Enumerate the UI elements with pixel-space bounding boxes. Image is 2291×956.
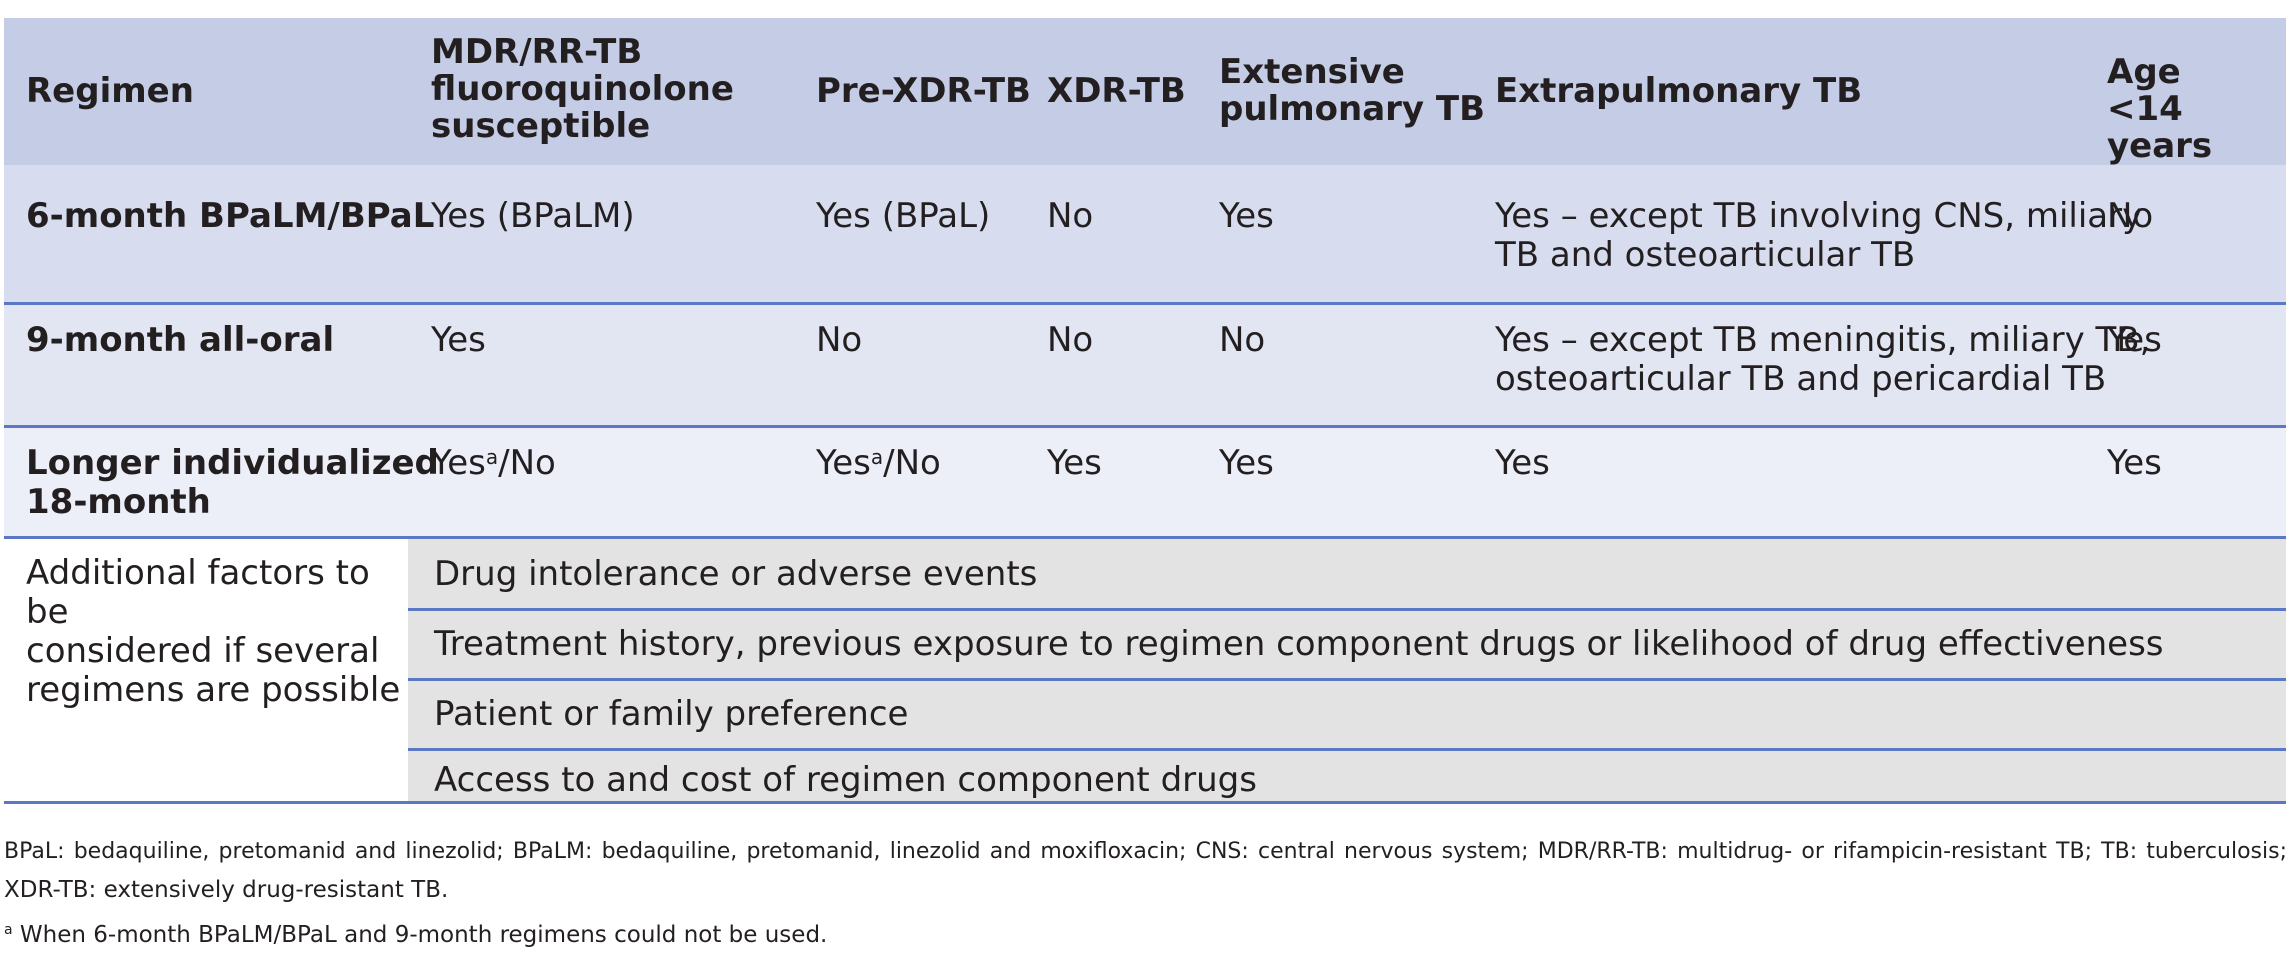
cell-line: osteoarticular TB and pericardial TB [1495, 359, 2107, 399]
cell-mdr: Yes [431, 320, 486, 360]
cell-extrapulmonary: Yes [1495, 443, 1550, 483]
row-divider [4, 425, 2286, 428]
header-age-line: <14 years [2107, 89, 2213, 166]
table-header: Regimen MDR/RR-TB fluoroquinolone suscep… [4, 18, 2286, 165]
header-mdr: MDR/RR-TB fluoroquinolone susceptible [431, 34, 734, 145]
cell-xdr: No [1047, 196, 1094, 236]
cell-xdr: Yes [1047, 443, 1102, 483]
header-prexdr: Pre-XDR-TB [816, 71, 1031, 111]
factor-row: Treatment history, previous exposure to … [408, 611, 2286, 678]
cell-line: Yes – except TB meningitis, miliary TB, [1495, 320, 2151, 360]
factor-text: Patient or family preference [434, 694, 909, 734]
regimen-name: 6-month BPaLM/BPaL [26, 196, 435, 236]
table-row: 6-month BPaLM/BPaL Yes (BPaLM) Yes (BPaL… [4, 165, 2286, 305]
regimen-name: Longer individualized 18-month [26, 444, 439, 522]
table-row: Longer individualized 18-month Yesa/No Y… [4, 428, 2286, 539]
factors-label: Additional factors to be considered if s… [26, 538, 406, 710]
regimen-name-line: Longer individualized [26, 443, 439, 483]
factor-row: Access to and cost of regimen component … [408, 751, 2286, 801]
factor-divider [408, 748, 2286, 751]
regimen-name: 9-month all-oral [26, 320, 335, 360]
table-bottom-border [4, 801, 2286, 804]
header-mdr-line: fluoroquinolone [431, 69, 734, 109]
row-divider [4, 302, 2286, 305]
row-divider [4, 536, 2286, 539]
cell-age: Yes [2107, 443, 2162, 483]
cell-age: No [2107, 196, 2154, 236]
factor-divider [408, 678, 2286, 681]
cell-mdr: Yes (BPaLM) [431, 196, 635, 236]
regimen-name-line: 18-month [26, 482, 211, 522]
cell-mdr: Yesa/No [431, 444, 556, 483]
footnote-a: a When 6-month BPaLM/BPaL and 9-month re… [4, 918, 827, 952]
header-age-line: Age [2107, 52, 2181, 92]
header-mdr-line: MDR/RR-TB [431, 32, 643, 72]
cell-extrapulmonary: Yes – except TB involving CNS, miliary T… [1495, 197, 2142, 275]
factor-divider [408, 608, 2286, 611]
cell-value: Yes [431, 443, 486, 483]
factors-label-line: regimens are possible [26, 670, 401, 710]
header-age: Age <14 years [2107, 54, 2286, 165]
cell-xdr: No [1047, 320, 1094, 360]
header-extrapulmonary: Extrapulmonary TB [1495, 71, 1863, 111]
header-regimen: Regimen [26, 71, 194, 111]
cell-line: TB and osteoarticular TB [1495, 235, 1916, 275]
abbreviations-line-2: XDR-TB: extensively drug-resistant TB. [4, 877, 449, 903]
header-mdr-line: susceptible [431, 106, 651, 146]
factor-text: Access to and cost of regimen component … [434, 760, 1257, 800]
factor-row: Drug intolerance or adverse events [408, 539, 2286, 608]
factor-text: Treatment history, previous exposure to … [434, 624, 2164, 664]
cell-prexdr: No [816, 320, 863, 360]
table-row: 9-month all-oral Yes No No No Yes – exce… [4, 305, 2286, 428]
footnote-marker: a [485, 445, 499, 469]
cell-prexdr: Yesa/No [816, 444, 941, 483]
cell-value: Yes [816, 443, 871, 483]
header-extensive: Extensive pulmonary TB [1219, 54, 1485, 128]
factor-text: Drug intolerance or adverse events [434, 554, 1038, 594]
header-extensive-line: Extensive [1219, 52, 1405, 92]
cell-extensive: Yes [1219, 196, 1274, 236]
cell-extensive: Yes [1219, 443, 1274, 483]
footnote-text: When 6-month BPaLM/BPaL and 9-month regi… [12, 922, 828, 948]
factors-label-line: considered if several [26, 631, 380, 671]
header-xdr: XDR-TB [1047, 71, 1186, 111]
header-extensive-line: pulmonary TB [1219, 89, 1486, 129]
cell-age: Yes [2107, 320, 2162, 360]
abbreviations-line-1: BPaL: bedaquiline, pretomanid and linezo… [4, 839, 2287, 864]
cell-extensive: No [1219, 320, 1266, 360]
cell-value: /No [498, 443, 556, 483]
cell-value: /No [883, 443, 941, 483]
factor-row: Patient or family preference [408, 681, 2286, 748]
footnote-marker: a [870, 445, 884, 469]
cell-line: Yes – except TB involving CNS, miliary [1495, 196, 2143, 236]
cell-extrapulmonary: Yes – except TB meningitis, miliary TB, … [1495, 321, 2150, 399]
factors-label-line: Additional factors to be [26, 553, 370, 632]
footnote-marker: a [4, 922, 13, 938]
cell-prexdr: Yes (BPaL) [816, 196, 991, 236]
